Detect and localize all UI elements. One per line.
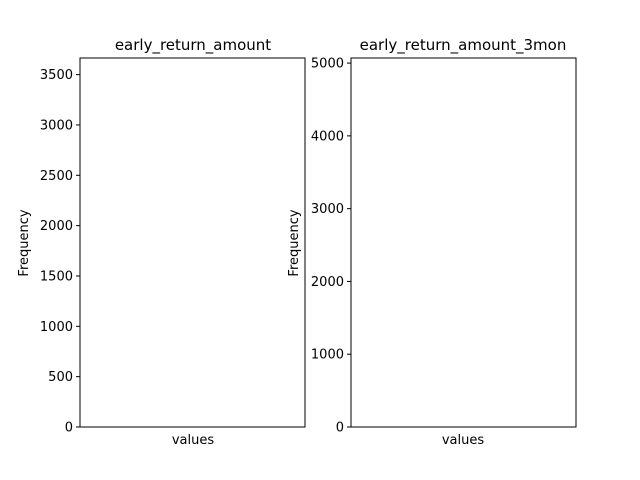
y-tick-label: 1500 — [40, 269, 73, 284]
y-tick-label: 3000 — [311, 202, 344, 217]
plot-frame — [79, 57, 306, 428]
plot-frame — [350, 57, 577, 428]
chart-title: early_return_amount — [115, 36, 271, 55]
y-tick-label: 500 — [48, 370, 73, 385]
y-tick-label: 1000 — [311, 348, 344, 363]
y-axis-label: Frequency — [287, 209, 302, 276]
y-tick-label: 5000 — [311, 57, 344, 72]
y-axis: 0 500 1000 1500 2000 2500 3000 3500 — [40, 68, 80, 436]
chart-title: early_return_amount_3mon — [360, 36, 567, 55]
x-axis-label: values — [442, 433, 485, 448]
y-tick-label: 1000 — [40, 320, 73, 335]
y-tick-label: 3000 — [40, 118, 73, 133]
y-tick-label: 3500 — [40, 68, 73, 83]
y-tick-label: 4000 — [311, 129, 344, 144]
subplot-early-return-amount-3mon: early_return_amount_3mon 0 1000 2000 3000 40… — [287, 36, 577, 448]
y-tick-label: 2000 — [40, 219, 73, 234]
x-axis-label: values — [172, 433, 215, 448]
y-tick-label: 0 — [336, 421, 344, 436]
y-axis-label: Frequency — [17, 209, 32, 276]
y-tick-label: 0 — [65, 421, 73, 436]
y-axis: 0 1000 2000 3000 4000 5000 — [311, 57, 351, 436]
subplot-early-return-amount: early_return_amount 0 500 1000 1500 2000 2500… — [17, 36, 306, 448]
y-tick-label: 2500 — [40, 169, 73, 184]
y-tick-label: 2000 — [311, 275, 344, 290]
